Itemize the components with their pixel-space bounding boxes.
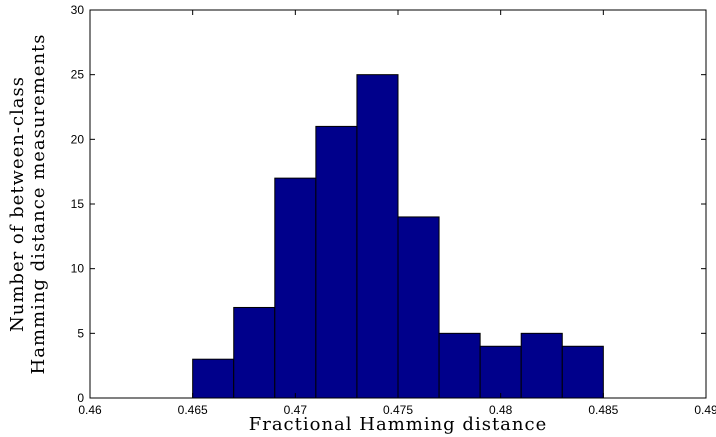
x-tick-label: 0.485: [588, 403, 618, 417]
histogram-bar: [561, 345, 604, 399]
histogram-bar: [233, 306, 276, 399]
histogram-bar: [438, 332, 481, 399]
y-axis-label-line-2: Hamming distance measurements: [28, 33, 49, 374]
x-tick-label: 0.475: [383, 403, 413, 417]
histogram-bar: [397, 216, 440, 399]
x-tick-label: 0.46: [78, 403, 102, 417]
y-tick-label: 25: [71, 68, 85, 82]
y-axis-label-line-1: Number of between-class: [7, 76, 28, 332]
x-tick-label: 0.465: [178, 403, 208, 417]
y-tick-labels: 0 5 10 15 20 25 30: [71, 3, 85, 405]
x-axis-label: Fractional Hamming distance: [249, 414, 548, 435]
y-tick-label: 0: [77, 391, 84, 405]
y-tick-label: 15: [71, 197, 85, 211]
histogram-bar: [274, 177, 317, 399]
x-tick-labels: 0.46 0.465 0.47 0.475 0.48 0.485 0.49: [78, 403, 716, 417]
y-tick-label: 5: [77, 326, 84, 340]
x-tick-label: 0.47: [284, 403, 308, 417]
axis-ticks: [89, 9, 707, 399]
y-axis-label: Number of between-class Hamming distance…: [7, 33, 49, 374]
histogram-bar: [315, 125, 358, 399]
histogram-bar: [479, 345, 522, 399]
histogram-bar: [192, 358, 235, 399]
y-tick-label: 30: [71, 3, 85, 17]
x-tick-label: 0.49: [694, 403, 716, 417]
histogram-bar: [520, 332, 563, 399]
histogram-bars: [192, 74, 604, 399]
x-tick-label: 0.48: [489, 403, 513, 417]
y-tick-label: 10: [71, 262, 85, 276]
histogram-bar: [356, 74, 399, 399]
y-tick-label: 20: [71, 132, 85, 146]
